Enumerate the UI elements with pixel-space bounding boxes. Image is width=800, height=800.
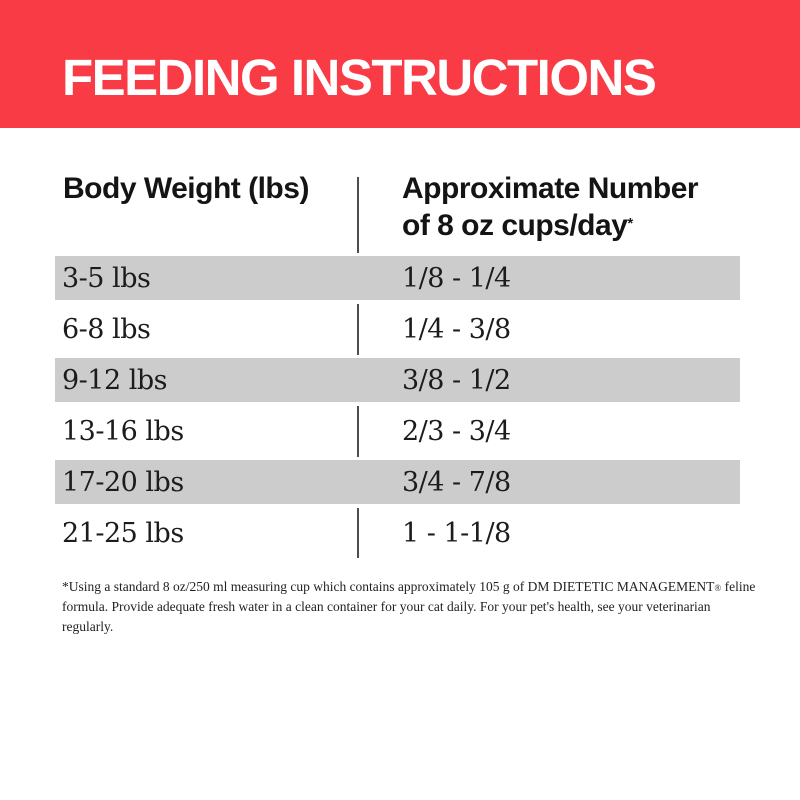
table-row: 21-25 lbs 1 - 1-1/8 xyxy=(55,508,740,559)
cups-header-line1: Approximate Number xyxy=(402,172,699,205)
table-row: 13-16 lbs 2/3 - 3/4 xyxy=(55,406,740,457)
table-row: 9-12 lbs 3/8 - 1/2 xyxy=(55,355,740,406)
footnote-part2: feline formula. Provide adequate fresh w… xyxy=(62,579,756,634)
body-weight-value: 3-5 lbs xyxy=(62,262,151,294)
table-row: 6-8 lbs 1/4 - 3/8 xyxy=(55,304,740,355)
cups-header-line2: of 8 oz cups/day xyxy=(402,209,628,242)
body-weight-value: 17-20 lbs xyxy=(62,466,184,498)
body-weight-value: 9-12 lbs xyxy=(62,364,168,396)
footnote-asterisk-mark: * xyxy=(627,215,633,232)
header-banner: FEEDING INSTRUCTIONS xyxy=(0,0,800,128)
table-row: 3-5 lbs 1/8 - 1/4 xyxy=(55,253,740,304)
registered-trademark-mark: ® xyxy=(714,583,722,593)
cups-per-day-value: 2/3 - 3/4 xyxy=(402,416,511,447)
table-row: 17-20 lbs 3/4 - 7/8 xyxy=(55,457,740,508)
column-header-body-weight: Body Weight (lbs) xyxy=(63,172,309,205)
footnote-text: *Using a standard 8 oz/250 ml measuring … xyxy=(62,577,762,637)
cups-per-day-value: 1/8 - 1/4 xyxy=(402,262,511,294)
body-weight-value: 6-8 lbs xyxy=(62,314,151,345)
page-title: FEEDING INSTRUCTIONS xyxy=(62,49,657,106)
column-header-cups: Approximate Number of 8 oz cups/day* xyxy=(402,170,699,244)
body-weight-value: 13-16 lbs xyxy=(62,416,184,447)
body-weight-value: 21-25 lbs xyxy=(62,518,184,549)
cups-per-day-value: 1 - 1-1/8 xyxy=(402,518,511,549)
footnote-part1: *Using a standard 8 oz/250 ml measuring … xyxy=(62,579,715,594)
feeding-table-rows: 3-5 lbs 1/8 - 1/4 6-8 lbs 1/4 - 3/8 9-12… xyxy=(55,253,740,559)
cups-per-day-value: 3/8 - 1/2 xyxy=(402,364,511,396)
cups-per-day-value: 1/4 - 3/8 xyxy=(402,314,511,345)
cups-per-day-value: 3/4 - 7/8 xyxy=(402,466,511,498)
